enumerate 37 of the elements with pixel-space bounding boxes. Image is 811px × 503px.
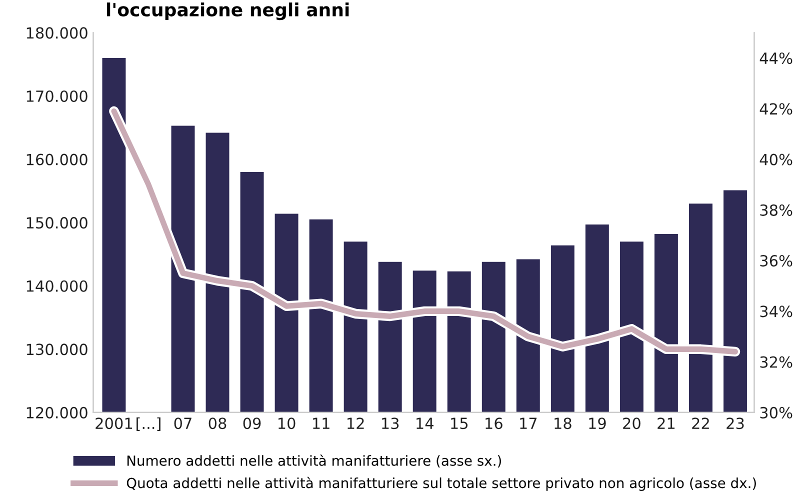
x-tick-label: 07 [174, 418, 192, 430]
x-tick-label: 09 [243, 418, 261, 430]
x-tick-label: 15 [451, 418, 468, 430]
legend-label: Numero addetti nelle attività manifatturiere (asse sx.) [127, 454, 501, 468]
y-tick-label: 150.000 [26, 217, 88, 229]
y-tick-label: 120.000 [26, 406, 88, 418]
x-tick-label: 19 [589, 418, 606, 430]
legend-label: Quota addetti nelle attività manifatturiere sul totale settore privato non agricolo (asse dx.) [126, 476, 756, 491]
x-tick-label: 10 [278, 418, 296, 430]
y2-tick-label: 40% [760, 154, 792, 166]
x-tick-label: 16 [486, 418, 502, 430]
y-tick-label: 180.000 [26, 27, 88, 39]
y2-tick-label: 36% [760, 255, 792, 267]
x-tick-label: 22 [692, 418, 709, 429]
x-tick-label: 13 [382, 418, 399, 430]
y-tick-label: 130.000 [26, 344, 88, 356]
x-tick-label: 2001 [96, 418, 132, 430]
y2-tick-label: 32% [760, 356, 792, 368]
y2-tick-label: 42% [760, 103, 792, 115]
y-tick-label: 160.000 [26, 154, 88, 166]
chart-title: l'occupazione negli anni [106, 2, 349, 20]
x-tick-label: 12 [348, 418, 364, 429]
x-tick-label: 20 [623, 418, 640, 430]
x-tick-label: 14 [416, 418, 434, 429]
y2-tick-label: 30% [760, 406, 792, 418]
y2-tick-label: 38% [760, 204, 792, 216]
x-tick-label: 23 [726, 418, 744, 430]
x-tick-label: 17 [520, 418, 537, 429]
y-tick-label: 170.000 [26, 90, 88, 102]
y-tick-label: 140.000 [26, 280, 88, 292]
x-tick-label: 08 [208, 418, 226, 430]
x-tick-label: 21 [658, 418, 675, 429]
x-tick-label: [...] [136, 417, 160, 431]
x-tick-label: 11 [313, 418, 330, 429]
x-tick-label: 18 [554, 418, 572, 430]
y2-tick-label: 34% [760, 306, 792, 318]
y2-tick-label: 44% [760, 52, 792, 64]
